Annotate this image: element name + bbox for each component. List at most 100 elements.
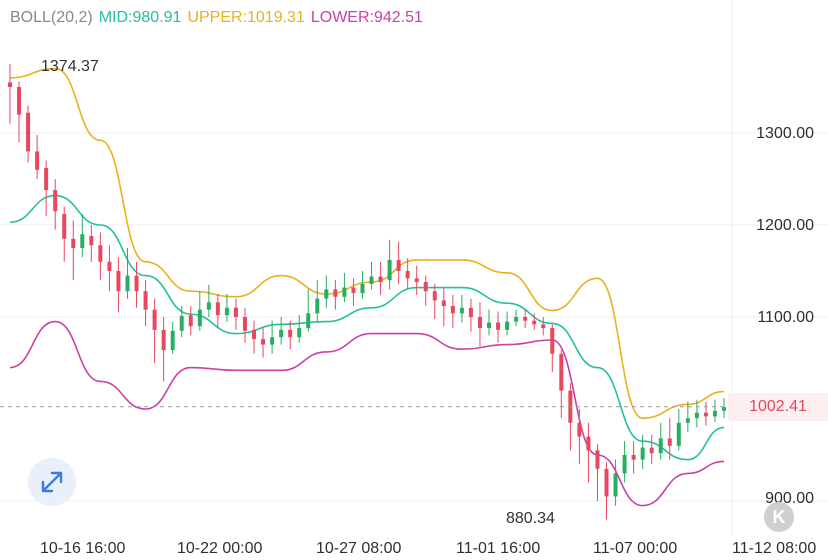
high-annotation: 1374.37 (41, 58, 99, 75)
legend-upper: UPPER:1019.31 (187, 9, 305, 26)
candle (17, 81, 22, 143)
candle-body (414, 278, 419, 283)
candle (116, 257, 121, 313)
candle-body (116, 271, 121, 292)
candle-body (604, 468, 609, 497)
candle-body (224, 307, 229, 316)
candle-body (206, 302, 211, 310)
candle-body (667, 438, 672, 446)
candle-body (541, 324, 546, 329)
candle-body (559, 353, 564, 391)
candle-body (252, 329, 257, 340)
candle-body (405, 271, 410, 279)
candle (161, 317, 166, 382)
candle-body (387, 259, 392, 281)
candle-body (233, 307, 238, 317)
candle (351, 278, 356, 306)
candle-body (315, 298, 320, 314)
candle (450, 294, 455, 329)
legend-name: BOLL(20,2) (10, 9, 93, 26)
candle (71, 220, 76, 281)
candle (712, 399, 717, 422)
candle-body (279, 329, 284, 338)
series-upper-line (9, 67, 725, 420)
candle (215, 294, 220, 329)
candle (342, 272, 347, 303)
candle-body (459, 307, 464, 314)
candle (477, 302, 482, 347)
candle-body (306, 313, 311, 329)
candle (532, 313, 537, 330)
candle-body (152, 309, 157, 330)
candle-body (514, 317, 519, 322)
x-tick-label: 10-22 00:00 (177, 540, 263, 557)
candle (649, 434, 654, 465)
x-tick-label: 11-07 00:00 (593, 540, 678, 557)
candle-body (685, 418, 690, 423)
candle (468, 298, 473, 332)
candle (505, 311, 510, 336)
series-lower-line (9, 320, 725, 507)
candle (170, 321, 175, 354)
candle-body (360, 283, 365, 294)
candle (622, 441, 627, 483)
candle (640, 434, 645, 469)
candle-body (297, 328, 302, 338)
candle (541, 317, 546, 336)
candle-body (496, 322, 501, 330)
candle-body (550, 328, 555, 354)
candle-body (35, 151, 40, 170)
candle-body (477, 317, 482, 329)
candle (98, 232, 103, 281)
candle (487, 309, 492, 336)
candle-body (80, 234, 85, 248)
candle (667, 418, 672, 460)
candle (658, 422, 663, 460)
candle (496, 311, 501, 343)
candle (324, 275, 329, 308)
candle-body (26, 112, 31, 152)
candle-body (676, 422, 681, 446)
candle-body (658, 438, 663, 454)
candle-body (703, 412, 708, 417)
candle (8, 64, 12, 124)
candle (441, 287, 446, 327)
candle (270, 320, 275, 354)
candle-body (595, 450, 600, 469)
candle-body (450, 305, 455, 314)
candle (143, 280, 148, 327)
candle-body (468, 307, 473, 317)
x-tick-label: 11-12 08:00 (732, 540, 817, 557)
candle (613, 459, 618, 506)
candle (360, 271, 365, 299)
candle-body (197, 309, 202, 327)
candle-body (242, 317, 247, 331)
candle-body (523, 317, 528, 321)
candle (432, 283, 437, 319)
candle (35, 134, 40, 179)
candle (414, 265, 419, 295)
boll-legend: BOLL(20,2) MID:980.91 UPPER:1019.31 LOWER:9… (10, 9, 429, 27)
candle-body (215, 302, 220, 316)
candles (8, 64, 726, 520)
candle (179, 305, 184, 338)
candle-body (143, 291, 148, 310)
candle (523, 309, 528, 329)
candle (188, 305, 193, 336)
scroll-to-start-button[interactable]: K (764, 502, 794, 532)
candle-body (44, 167, 49, 191)
candle (288, 320, 293, 350)
candle-body (649, 447, 654, 454)
low-annotation: 880.34 (506, 510, 555, 527)
candle (53, 179, 58, 230)
candle-body (396, 259, 401, 271)
expand-button[interactable] (28, 458, 76, 506)
y-tick-label: 1200.00 (756, 217, 814, 234)
candle (261, 328, 266, 358)
candle-body (613, 473, 618, 497)
candle (125, 248, 130, 299)
candle-body (432, 291, 437, 301)
candle-body (441, 300, 446, 306)
candle-body (631, 455, 636, 460)
